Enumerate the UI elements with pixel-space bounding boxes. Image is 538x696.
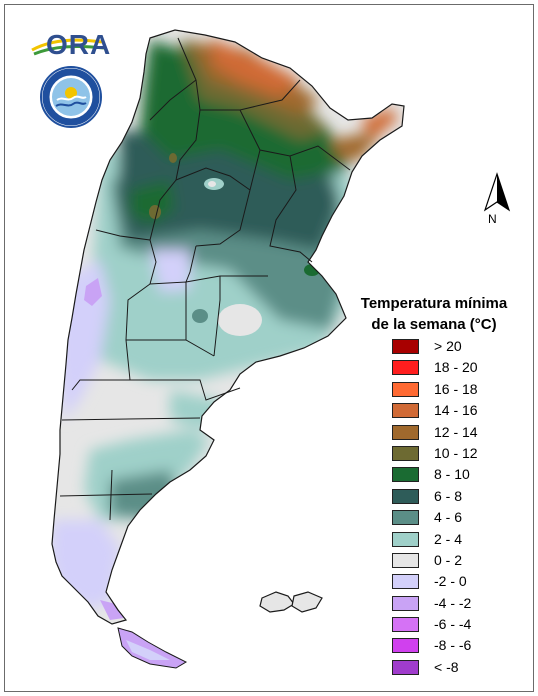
legend-list: > 20 18 - 20 16 - 18 14 - 16 12 - 14 10 - 12 8…	[392, 337, 512, 679]
legend-item: 8 - 10	[392, 465, 512, 486]
legend-label: -2 - 0	[434, 573, 467, 590]
legend-label: 10 - 12	[434, 444, 478, 461]
legend-item: 4 - 6	[392, 508, 512, 529]
legend-swatch	[392, 574, 419, 590]
legend-item: 12 - 14	[392, 423, 512, 444]
legend-swatch	[392, 510, 419, 526]
legend-item: -8 - -6	[392, 636, 512, 657]
legend-swatch	[392, 445, 419, 461]
legend-label: 4 - 6	[434, 509, 463, 526]
legend-item: -2 - 0	[392, 572, 512, 593]
tierra-del-fuego	[117, 627, 188, 669]
legend-item: 2 - 4	[392, 530, 512, 551]
legend-swatch	[392, 488, 419, 504]
legend-label: -6 - -4	[434, 616, 472, 633]
legend-swatch	[392, 403, 419, 419]
legend-item: 10 - 12	[392, 444, 512, 465]
legend-swatch	[392, 595, 419, 611]
legend-item: 6 - 8	[392, 487, 512, 508]
legend-label: 2 - 4	[434, 530, 463, 547]
legend-label: 12 - 14	[434, 423, 478, 440]
legend-swatch	[392, 531, 419, 547]
ora-logo-text: ORA	[46, 29, 112, 60]
legend-swatch	[392, 617, 419, 633]
legend-label: < -8	[434, 658, 459, 675]
legend-item: -6 - -4	[392, 615, 512, 636]
legend-label: -4 - -2	[434, 594, 472, 611]
province-borders	[59, 37, 351, 521]
legend-label: 6 - 8	[434, 487, 463, 504]
north-letter: N	[488, 212, 497, 226]
legend-swatch	[392, 638, 419, 654]
legend-swatch	[392, 339, 419, 354]
legend-title-line-1: Temperatura mínima	[360, 295, 508, 312]
legend-swatch	[392, 360, 419, 376]
legend-swatch	[392, 381, 419, 397]
falkland-islands	[259, 591, 323, 613]
legend-label: > 20	[434, 338, 462, 354]
ora-logo	[31, 38, 105, 56]
legend-swatch	[392, 659, 419, 675]
legend-label: 0 - 2	[434, 551, 463, 568]
legend-label: 8 - 10	[434, 466, 470, 483]
legend-label: -8 - -6	[434, 637, 472, 654]
legend-item: 16 - 18	[392, 380, 512, 401]
legend-item: 18 - 20	[392, 358, 512, 379]
legend-title-line-2: de la semana (°C)	[371, 316, 497, 333]
legend-label: 16 - 18	[434, 380, 478, 397]
north-arrow-icon	[483, 172, 511, 212]
legend: Temperatura mínima de la semana (°C) > 2…	[344, 293, 524, 675]
legend-item: 0 - 2	[392, 551, 512, 572]
map-frame	[4, 4, 534, 692]
legend-item: -4 - -2	[392, 594, 512, 615]
national-weather-service-seal-icon	[40, 66, 102, 128]
legend-title: Temperatura mínima de la semana (°C)	[344, 293, 524, 335]
legend-item: < -8	[392, 658, 512, 679]
legend-swatch	[392, 424, 419, 440]
legend-item: > 20	[392, 337, 512, 358]
legend-label: 14 - 16	[434, 402, 478, 419]
legend-swatch	[392, 467, 419, 483]
legend-label: 18 - 20	[434, 359, 478, 376]
legend-item: 14 - 16	[392, 401, 512, 422]
legend-swatch	[392, 552, 419, 568]
